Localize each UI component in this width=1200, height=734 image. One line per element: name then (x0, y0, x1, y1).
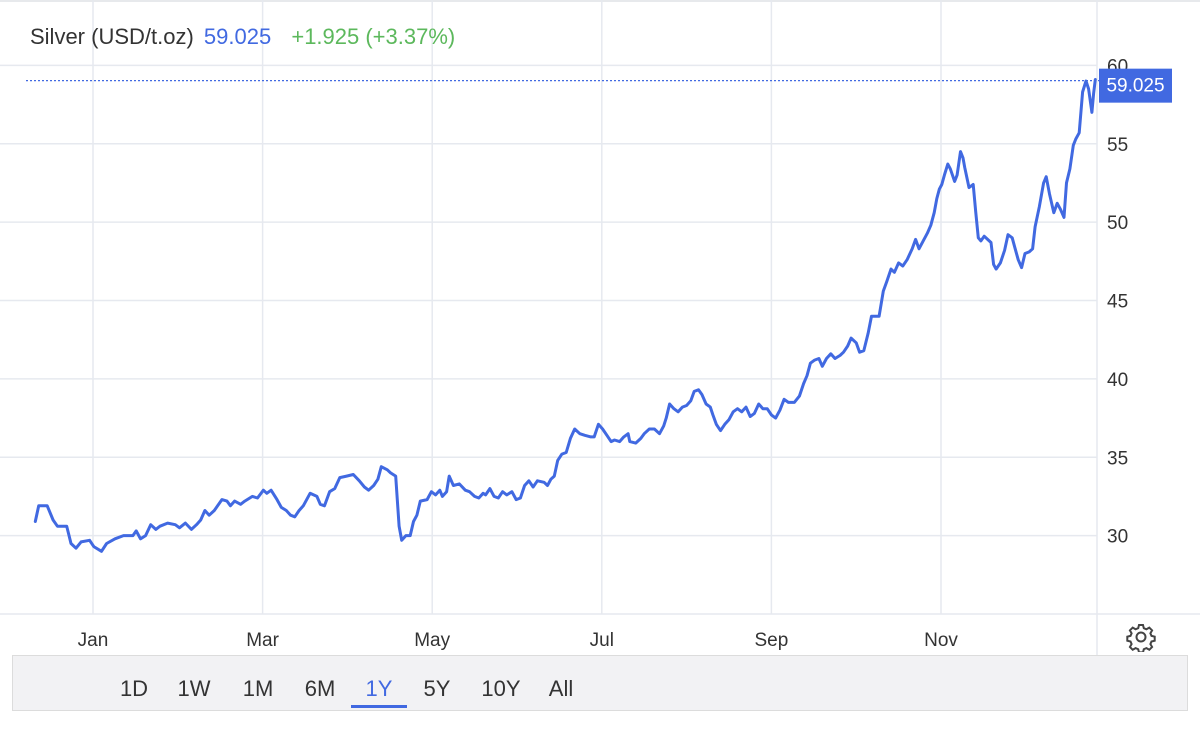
y-tick-label: 40 (1107, 370, 1128, 391)
price-change: +1.925 (+3.37%) (291, 24, 456, 49)
range-button-1w[interactable]: 1W (177, 676, 211, 701)
range-button-all[interactable]: All (548, 676, 574, 701)
y-tick-label: 55 (1107, 135, 1128, 156)
last-price-tag-label: 59.025 (1106, 76, 1164, 97)
range-button-5y[interactable]: 5Y (423, 676, 451, 701)
range-button-1d[interactable]: 1D (119, 676, 149, 701)
chart-header: Silver (USD/t.oz) 59.025 +1.925 (+3.37%) (30, 24, 455, 50)
range-button-6m[interactable]: 6M (304, 676, 336, 701)
x-tick-label: Nov (924, 630, 958, 651)
current-price: 59.025 (203, 24, 272, 49)
x-tick-label: Mar (246, 630, 279, 651)
x-tick-label: May (414, 630, 450, 651)
range-button-10y[interactable]: 10Y (481, 676, 521, 701)
y-tick-label: 45 (1107, 292, 1128, 313)
x-tick-label: Jan (78, 630, 109, 651)
range-button-1y[interactable]: 1Y (351, 672, 407, 708)
y-tick-label: 35 (1107, 448, 1128, 469)
x-tick-label: Jul (590, 630, 614, 651)
grid-lines (0, 0, 1200, 655)
silver-price-series-line (33, 78, 1097, 553)
gear-icon (1126, 624, 1156, 654)
last-price-tag: 59.025 (1099, 68, 1172, 103)
y-tick-label: 30 (1107, 527, 1128, 548)
settings-button[interactable] (1126, 622, 1156, 654)
range-button-1m[interactable]: 1M (242, 676, 274, 701)
time-range-selector: 1D 1W 1M 6M 1Y 5Y 10Y All (12, 655, 1188, 711)
instrument-name: Silver (USD/t.oz) (30, 24, 194, 49)
x-tick-label: Sep (754, 630, 788, 651)
y-tick-label: 50 (1107, 213, 1128, 234)
